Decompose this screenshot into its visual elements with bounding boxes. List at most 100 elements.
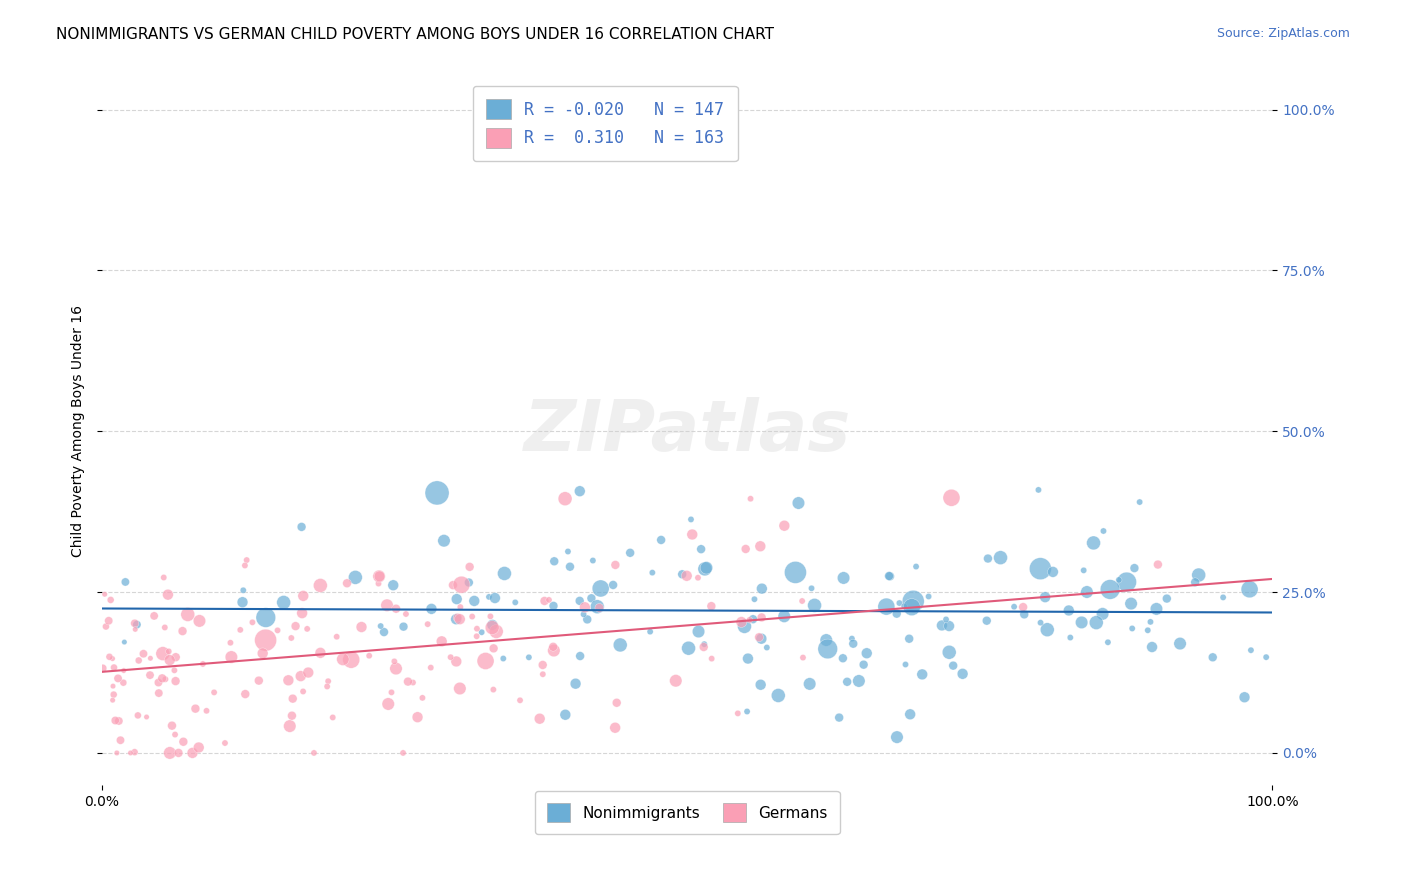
Point [1119, 597, 1142, 611]
Point [531, 657, 554, 672]
Point [101, 693, 124, 707]
Point [416, 617, 439, 632]
Point [1108, 573, 1130, 587]
Point [482, 682, 505, 697]
Point [787, 496, 810, 510]
Point [492, 651, 515, 665]
Point [94, 619, 117, 633]
Point [107, 672, 129, 686]
Point [392, 746, 415, 760]
Point [449, 600, 471, 615]
Point [112, 635, 135, 649]
Point [112, 675, 135, 690]
Point [1033, 590, 1056, 604]
Point [231, 595, 253, 609]
Point [574, 600, 596, 615]
Point [297, 665, 319, 680]
Point [165, 650, 187, 665]
Point [108, 714, 131, 728]
Point [1012, 600, 1035, 615]
Point [650, 533, 672, 547]
Point [558, 559, 581, 574]
Point [461, 609, 484, 624]
Point [977, 551, 1000, 566]
Point [569, 648, 592, 663]
Point [751, 582, 773, 596]
Point [903, 594, 925, 608]
Point [165, 674, 187, 689]
Point [284, 619, 307, 633]
Point [165, 727, 187, 741]
Point [219, 636, 242, 650]
Point [177, 607, 200, 622]
Point [792, 594, 814, 608]
Point [688, 624, 710, 639]
Point [292, 589, 315, 603]
Point [686, 571, 709, 585]
Point [344, 570, 367, 584]
Point [509, 693, 531, 707]
Point [128, 653, 150, 667]
Point [1184, 575, 1206, 590]
Point [931, 618, 953, 632]
Point [280, 631, 302, 645]
Point [543, 599, 565, 613]
Point [191, 657, 214, 671]
Point [465, 629, 488, 643]
Point [380, 685, 402, 699]
Point [678, 641, 700, 656]
Point [554, 707, 576, 722]
Point [1099, 582, 1122, 597]
Point [576, 612, 599, 626]
Point [1042, 565, 1064, 579]
Point [127, 708, 149, 723]
Point [886, 730, 908, 744]
Point [889, 596, 911, 610]
Point [773, 609, 796, 624]
Point [941, 491, 963, 505]
Point [1123, 561, 1146, 575]
Point [153, 620, 176, 634]
Point [734, 541, 756, 556]
Point [848, 673, 870, 688]
Point [375, 599, 398, 613]
Point [952, 666, 974, 681]
Point [229, 623, 252, 637]
Point [419, 660, 441, 674]
Point [1156, 591, 1178, 606]
Point [446, 611, 468, 625]
Point [541, 640, 564, 654]
Point [155, 673, 177, 687]
Point [482, 641, 505, 656]
Point [700, 651, 723, 665]
Point [132, 647, 155, 661]
Point [396, 674, 419, 689]
Point [568, 484, 591, 499]
Point [187, 740, 209, 755]
Point [273, 595, 295, 609]
Point [638, 624, 661, 639]
Point [1239, 582, 1261, 597]
Point [1002, 599, 1025, 614]
Point [457, 575, 479, 590]
Point [98, 649, 121, 664]
Point [1059, 631, 1081, 645]
Point [148, 686, 170, 700]
Point [768, 689, 790, 703]
Point [730, 615, 752, 629]
Point [235, 553, 257, 567]
Point [290, 669, 312, 683]
Point [181, 746, 204, 760]
Point [1129, 495, 1152, 509]
Point [738, 613, 761, 627]
Legend: Nonimmigrants, Germans: Nonimmigrants, Germans [534, 791, 839, 834]
Point [693, 637, 716, 651]
Point [606, 696, 628, 710]
Point [254, 610, 277, 624]
Point [278, 719, 301, 733]
Point [751, 632, 773, 646]
Point [152, 647, 174, 661]
Point [159, 653, 181, 667]
Point [156, 588, 179, 602]
Point [1029, 615, 1052, 630]
